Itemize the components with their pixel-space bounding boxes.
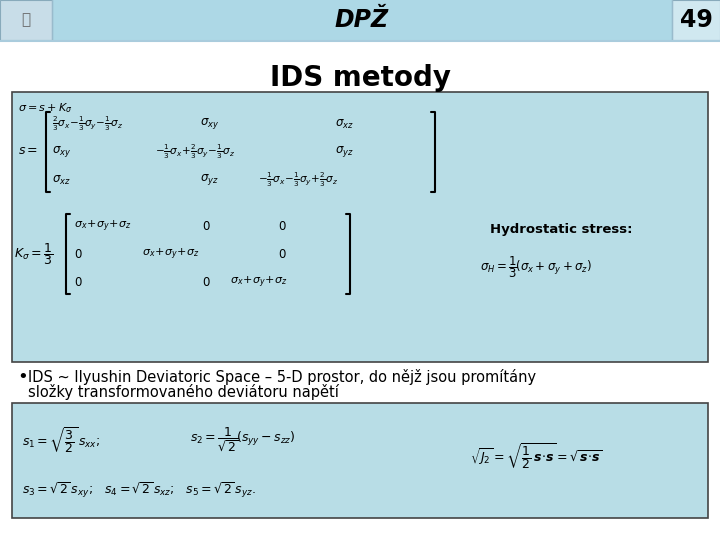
Text: $0$: $0$ [278,219,287,233]
Text: složky transformovaného deviátoru napětí: složky transformovaného deviátoru napětí [28,384,339,400]
Text: $\sigma_x\!+\!\sigma_y\!+\!\sigma_z$: $\sigma_x\!+\!\sigma_y\!+\!\sigma_z$ [74,218,131,234]
Text: $\sigma_x\!+\!\sigma_y\!+\!\sigma_z$: $\sigma_x\!+\!\sigma_y\!+\!\sigma_z$ [142,246,199,262]
Text: $s_2 = \dfrac{1}{\sqrt{2}}\!\left(s_{yy} - s_{zz}\right)$: $s_2 = \dfrac{1}{\sqrt{2}}\!\left(s_{yy}… [190,426,296,454]
Text: $\sigma_{yz}$: $\sigma_{yz}$ [335,145,354,159]
Text: IDS ~ Ilyushin Deviatoric Space – 5-D prostor, do nějž jsou promítány: IDS ~ Ilyushin Deviatoric Space – 5-D pr… [28,369,536,385]
Text: $-\frac{1}{3}\sigma_x\!-\!\frac{1}{3}\sigma_y\!+\!\frac{2}{3}\sigma_z$: $-\frac{1}{3}\sigma_x\!-\!\frac{1}{3}\si… [258,171,338,189]
Text: $s =$: $s =$ [18,144,38,157]
Text: 49: 49 [680,8,712,32]
Text: $0$: $0$ [202,275,211,288]
Text: $K_{\sigma} = \dfrac{1}{3}$: $K_{\sigma} = \dfrac{1}{3}$ [14,241,53,267]
Text: $\sigma_{xz}$: $\sigma_{xz}$ [335,117,354,131]
Text: $0$: $0$ [74,275,83,288]
FancyBboxPatch shape [12,403,708,518]
Text: Hydrostatic stress:: Hydrostatic stress: [490,224,632,237]
Bar [672,0,720,40]
Text: •: • [17,368,28,386]
Text: IDS metody: IDS metody [269,64,451,92]
Bar [0,0,52,40]
Text: $s_3 = \sqrt{2}\,s_{xy}$;   $s_4 = \sqrt{2}\,s_{xz}$;   $s_5 = \sqrt{2}\,s_{yz}$: $s_3 = \sqrt{2}\,s_{xy}$; $s_4 = \sqrt{2… [22,480,256,500]
Text: $0$: $0$ [202,219,211,233]
Text: DPŽ: DPŽ [335,8,389,32]
Text: $0$: $0$ [278,247,287,260]
Text: $\sigma_{xz}$: $\sigma_{xz}$ [52,173,71,186]
Text: 🌿: 🌿 [22,12,30,28]
Text: $\sigma_{xy}$: $\sigma_{xy}$ [200,117,220,132]
Text: $-\frac{1}{3}\sigma_x\!+\!\frac{2}{3}\sigma_y\!-\!\frac{1}{3}\sigma_z$: $-\frac{1}{3}\sigma_x\!+\!\frac{2}{3}\si… [155,143,235,161]
Text: $s_1 = \sqrt{\dfrac{3}{2}}\,s_{xx}$;: $s_1 = \sqrt{\dfrac{3}{2}}\,s_{xx}$; [22,425,100,455]
Text: $\sigma_{yz}$: $\sigma_{yz}$ [200,172,219,187]
Text: $\frac{2}{3}\sigma_x\!-\!\frac{1}{3}\sigma_y\!-\!\frac{1}{3}\sigma_z$: $\frac{2}{3}\sigma_x\!-\!\frac{1}{3}\sig… [52,115,123,133]
Text: $0$: $0$ [74,247,83,260]
FancyBboxPatch shape [12,92,708,362]
Text: $\sigma_H = \dfrac{1}{3}\!\left(\sigma_x + \sigma_y + \sigma_z\right)$: $\sigma_H = \dfrac{1}{3}\!\left(\sigma_x… [480,254,592,280]
Bar [0,0,720,40]
Text: $\sigma = s + K_{\sigma}$: $\sigma = s + K_{\sigma}$ [18,101,73,115]
Text: $\sigma_x\!+\!\sigma_y\!+\!\sigma_z$: $\sigma_x\!+\!\sigma_y\!+\!\sigma_z$ [230,274,287,289]
Text: $\sqrt{J_2} = \sqrt{\dfrac{1}{2}\,\boldsymbol{s}\!\cdot\!\boldsymbol{s}} = \sqrt: $\sqrt{J_2} = \sqrt{\dfrac{1}{2}\,\bolds… [470,441,603,471]
Text: $\sigma_{xy}$: $\sigma_{xy}$ [52,145,71,159]
